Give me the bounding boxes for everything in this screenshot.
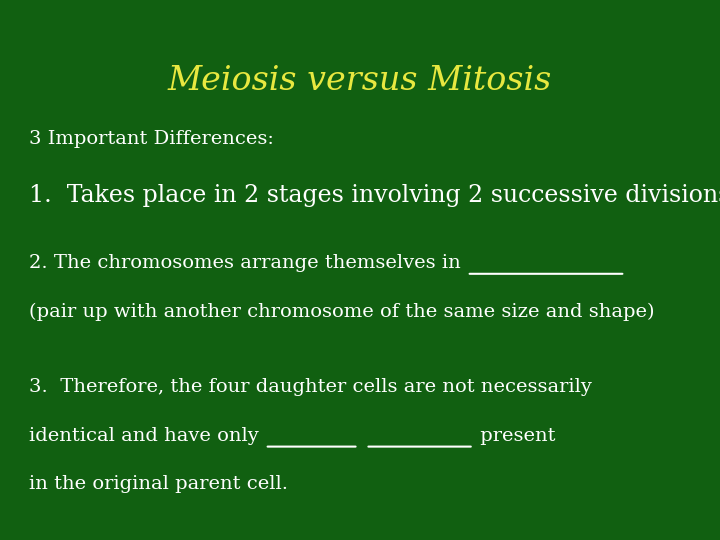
Text: 1.  Takes place in 2 stages involving 2 successive divisions: 1. Takes place in 2 stages involving 2 s… [29, 184, 720, 207]
Text: Meiosis versus Mitosis: Meiosis versus Mitosis [168, 65, 552, 97]
Text: identical and have only: identical and have only [29, 427, 265, 444]
Text: 3 Important Differences:: 3 Important Differences: [29, 130, 274, 147]
Text: identical and have only: identical and have only [29, 427, 265, 444]
Text: present: present [474, 427, 555, 444]
Text: 2. The chromosomes arrange themselves in: 2. The chromosomes arrange themselves in [29, 254, 467, 272]
Text: 2. The chromosomes arrange themselves in: 2. The chromosomes arrange themselves in [29, 254, 467, 272]
Text: 3.  Therefore, the four daughter cells are not necessarily: 3. Therefore, the four daughter cells ar… [29, 378, 592, 396]
Text: (pair up with another chromosome of the same size and shape): (pair up with another chromosome of the … [29, 302, 654, 321]
Text: in the original parent cell.: in the original parent cell. [29, 475, 288, 493]
